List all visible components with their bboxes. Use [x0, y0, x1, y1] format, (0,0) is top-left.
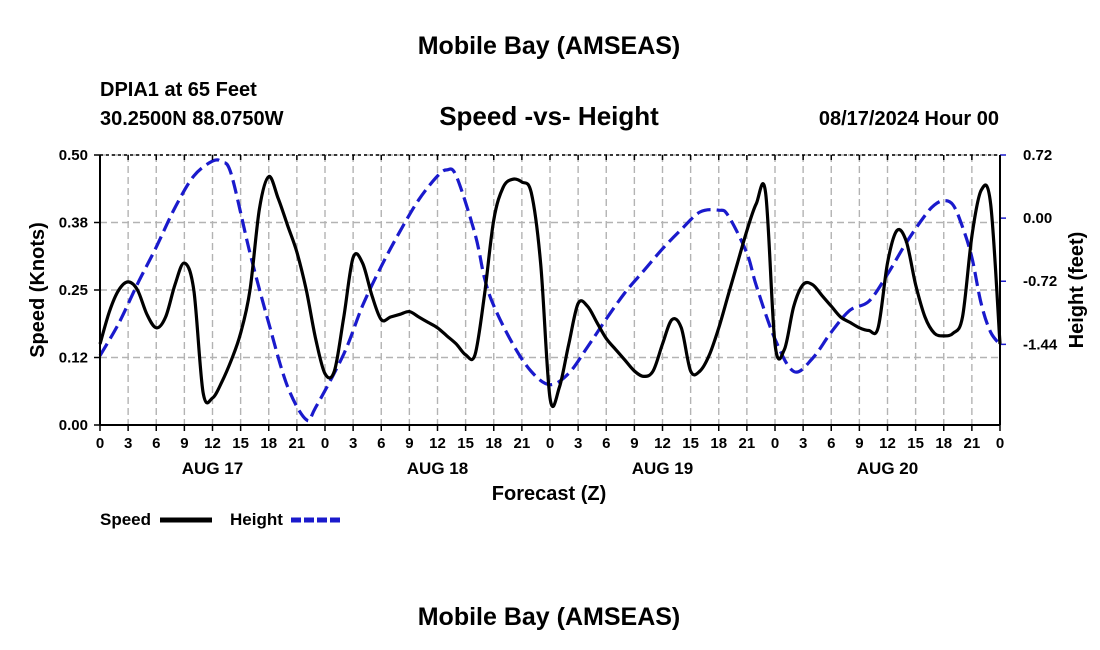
- x-tick-label: 15: [907, 435, 924, 452]
- day-label: AUG 19: [632, 459, 693, 478]
- day-label: AUG 20: [857, 459, 918, 478]
- x-tick-label: 3: [124, 435, 132, 452]
- x-tick-label: 12: [879, 435, 896, 452]
- x-tick-label: 15: [682, 435, 699, 452]
- x-tick-label: 6: [602, 435, 610, 452]
- x-tick-label: 12: [654, 435, 671, 452]
- y-tick-label: 0.50: [59, 147, 88, 164]
- legend-speed-label: Speed: [100, 510, 151, 529]
- x-tick-label: 21: [739, 435, 756, 452]
- y2-tick-label: 0.00: [1023, 210, 1052, 227]
- y-tick-label: 0.00: [59, 417, 88, 434]
- legend-height-label: Height: [230, 510, 283, 529]
- y-tick-label: 0.38: [59, 215, 88, 232]
- x-tick-label: 12: [204, 435, 221, 452]
- axes: 0 3 6 9 12 15 18 21 0 3 6 9 12 15 18 21 0 3 6 9 12 15 18 21 0 3 6 9…: [59, 147, 1058, 478]
- x-tick-label: 18: [710, 435, 727, 452]
- x-tick-label: 21: [289, 435, 306, 452]
- station-label: DPIA1 at 65 Feet: [100, 79, 257, 101]
- series-group: [98, 158, 1002, 423]
- x-tick-label: 3: [799, 435, 807, 452]
- x-tick-label: 21: [964, 435, 981, 452]
- legend: Speed Height: [100, 510, 343, 529]
- y2-tick-label: -1.44: [1023, 336, 1058, 353]
- chart-title: Speed -vs- Height: [439, 101, 659, 131]
- x-tick-label: 9: [855, 435, 863, 452]
- x-tick-label: 0: [321, 435, 329, 452]
- x-tick-label: 18: [935, 435, 952, 452]
- y2-tick-label: -0.72: [1023, 273, 1057, 290]
- x-tick-label: 15: [232, 435, 249, 452]
- x-tick-label: 15: [457, 435, 474, 452]
- x-tick-label: 18: [485, 435, 502, 452]
- day-label: AUG 18: [407, 459, 468, 478]
- y-tick-label: 0.25: [59, 282, 88, 299]
- day-label: AUG 17: [182, 459, 243, 478]
- x-tick-label: 0: [771, 435, 779, 452]
- x-axis-label: Forecast (Z): [492, 483, 606, 505]
- footer-title: Mobile Bay (AMSEAS): [418, 603, 681, 631]
- x-tick-label: 3: [349, 435, 357, 452]
- series-line-speed: [98, 174, 1002, 408]
- coordinates-label: 30.2500N 88.0750W: [100, 108, 284, 130]
- forecast-datetime: 08/17/2024 Hour 00: [819, 108, 999, 130]
- y2-tick-label: 0.72: [1023, 147, 1052, 164]
- y-tick-label: 0.12: [59, 350, 88, 367]
- x-tick-label: 3: [574, 435, 582, 452]
- x-tick-label: 21: [514, 435, 531, 452]
- x-tick-label: 0: [996, 435, 1004, 452]
- x-tick-label: 9: [180, 435, 188, 452]
- page-title: Mobile Bay (AMSEAS): [418, 32, 681, 60]
- y-axis-label: Speed (Knots): [27, 222, 49, 358]
- x-tick-label: 6: [152, 435, 160, 452]
- x-tick-label: 6: [827, 435, 835, 452]
- y2-axis-label: Height (feet): [1066, 232, 1088, 349]
- x-tick-label: 9: [630, 435, 638, 452]
- x-tick-label: 0: [546, 435, 554, 452]
- x-tick-label: 9: [405, 435, 413, 452]
- x-tick-label: 18: [260, 435, 277, 452]
- x-tick-label: 12: [429, 435, 446, 452]
- x-tick-label: 6: [377, 435, 385, 452]
- x-tick-label: 0: [96, 435, 104, 452]
